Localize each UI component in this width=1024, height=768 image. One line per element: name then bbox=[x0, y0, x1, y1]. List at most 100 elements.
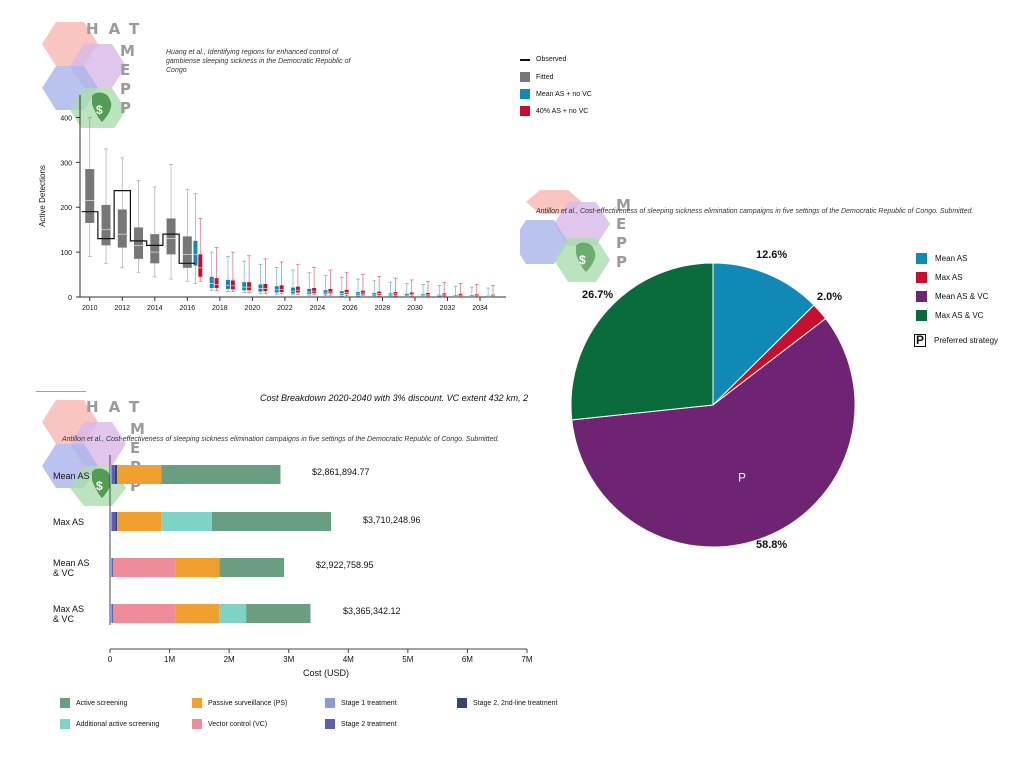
pie-legend-mean-as-vc-label: Mean AS & VC bbox=[935, 292, 989, 301]
bar-xaxis-label: Cost (USD) bbox=[303, 668, 350, 678]
y-tick-label: 0 bbox=[68, 295, 72, 302]
svg-text:$: $ bbox=[579, 253, 586, 267]
as40-no-vc-box bbox=[295, 286, 300, 293]
fitted-box bbox=[134, 227, 144, 259]
bar-legend-label: Stage 2 treatment bbox=[341, 720, 397, 728]
bar-legend-swatch bbox=[457, 698, 467, 708]
pie-label-mean-as-vc: 58.8% bbox=[756, 539, 788, 551]
fitted-box bbox=[182, 236, 192, 268]
x-tick-label: 2026 bbox=[342, 305, 358, 312]
pie-legend-max-as-vc-label: Max AS & VC bbox=[935, 311, 984, 320]
mean-as-no-vc-box bbox=[323, 290, 328, 295]
as40-no-vc-box bbox=[263, 283, 268, 292]
bar-citation: Antillon et al., Cost-effectiveness of s… bbox=[62, 436, 500, 443]
mean-as-no-vc-box bbox=[307, 288, 312, 294]
fitted-box bbox=[150, 234, 160, 264]
as40-no-vc-box bbox=[328, 288, 333, 294]
legend-mean-as-no-vc-label: Mean AS + no VC bbox=[536, 90, 592, 98]
x-tick-label: 2020 bbox=[245, 305, 261, 312]
pie-legend-mean-as-vc: Mean AS & VC bbox=[916, 291, 988, 302]
bar-legend-passive-surveillance: Passive surveillance (PS) bbox=[192, 698, 287, 708]
x-tick-label: 2014 bbox=[147, 305, 163, 312]
x-tick-label: 2010 bbox=[82, 305, 98, 312]
bar-segment-passive-surveillance-ps- bbox=[117, 465, 162, 484]
bar-segment-stage-1-treatment bbox=[110, 512, 112, 531]
svg-text:$: $ bbox=[96, 479, 103, 493]
legend-fitted: Fitted bbox=[520, 72, 554, 82]
mean-as-no-vc-box bbox=[291, 287, 295, 294]
bar-legend-stage1: Stage 1 treatment bbox=[325, 698, 397, 708]
bar-category-max-as: Max AS bbox=[53, 517, 85, 527]
y-tick-label: 100 bbox=[60, 250, 72, 257]
legend-40-as-no-vc-swatch bbox=[520, 106, 530, 116]
bar-top-rule bbox=[36, 391, 86, 392]
pie-label-max-as-vc: 26.7% bbox=[582, 289, 614, 301]
bar-segment-additional-active-screening bbox=[219, 604, 247, 623]
bar-total-max-as-vc: $3,365,342.12 bbox=[343, 606, 401, 616]
hatmepp-logo-graphic: $ bbox=[42, 22, 126, 132]
y-tick-label: 200 bbox=[60, 205, 72, 212]
as40-no-vc-box bbox=[344, 289, 349, 294]
bar-legend-label: Stage 1 treatment bbox=[341, 699, 397, 707]
pie-legend-max-as-swatch bbox=[916, 272, 927, 283]
pie-legend-max-as: Max AS bbox=[916, 272, 963, 283]
fitted-box bbox=[101, 204, 111, 246]
legend-observed-swatch bbox=[520, 58, 530, 61]
bar-segment-stage-1-treatment bbox=[110, 465, 112, 484]
bar-total-mean-as-vc: $2,922,758.95 bbox=[316, 560, 374, 570]
bar-legend-label: Passive surveillance (PS) bbox=[208, 699, 288, 707]
bar-category-mean-as: Mean AS bbox=[53, 471, 90, 481]
x-tick-label: 2018 bbox=[212, 305, 228, 312]
y-tick-label: 300 bbox=[60, 160, 72, 167]
bar-segment-stage-2-treatment bbox=[111, 512, 116, 531]
as40-no-vc-box bbox=[425, 292, 430, 296]
stacked-bar-chart: 0 1M 2M 3M 4M 5M 6M 7M bbox=[108, 455, 533, 664]
bar-segment-stage-2-treatment bbox=[111, 465, 115, 484]
pie-legend-mean-as-label: Mean AS bbox=[935, 254, 968, 263]
hatmepp-logo-top: $ bbox=[36, 18, 146, 132]
legend-mean-as-no-vc: Mean AS + no VC bbox=[520, 89, 592, 99]
bar-segment-stage-2-2nd-line-treatment bbox=[115, 512, 118, 531]
hatmepp-logo-graphic: $ bbox=[42, 400, 126, 506]
as40-no-vc-box bbox=[198, 254, 203, 277]
as40-no-vc-box bbox=[312, 288, 317, 293]
bar-legend-label: Active screening bbox=[76, 699, 128, 707]
mean-as-no-vc-box bbox=[339, 291, 344, 295]
pie-legend-mean-as-swatch bbox=[916, 253, 927, 264]
bar-legend-swatch bbox=[192, 698, 202, 708]
fitted-box bbox=[166, 218, 176, 255]
legend-40-as-no-vc-label: 40% AS + no VC bbox=[536, 107, 589, 115]
fitted-box bbox=[117, 209, 127, 248]
x-tick-label: 2016 bbox=[180, 305, 196, 312]
legend-40-as-no-vc: 40% AS + no VC bbox=[520, 106, 588, 116]
bar-segment-stage-2-treatment bbox=[111, 558, 113, 577]
bar-legend-swatch bbox=[192, 719, 202, 729]
bar-segment-active-screening bbox=[219, 558, 285, 577]
bar-category-max-as-vc: Max AS & VC bbox=[53, 604, 85, 624]
legend-observed-label: Observed bbox=[536, 56, 567, 63]
legend-fitted-label: Fitted bbox=[536, 73, 554, 81]
bar-legend-stage2-2nd: Stage 2, 2nd-line treatment bbox=[457, 698, 557, 708]
bar-segment-vector-control-vc- bbox=[113, 558, 176, 577]
bar-segment-vector-control-vc- bbox=[113, 604, 176, 623]
mean-as-no-vc-box bbox=[225, 279, 230, 289]
as40-no-vc-box bbox=[247, 282, 252, 291]
bar-total-max-as: $3,710,248.96 bbox=[363, 515, 421, 525]
y-axis-label: Active Detections bbox=[38, 165, 47, 227]
bar-segment-stage-2-2nd-line-treatment bbox=[112, 558, 114, 577]
mean-as-no-vc-box bbox=[258, 284, 263, 292]
bar-x-tick-label: 1M bbox=[164, 655, 175, 664]
logo-hat-letters: HAT bbox=[86, 398, 150, 416]
bar-segment-active-screening bbox=[246, 604, 311, 623]
bar-segment-stage-1-treatment bbox=[110, 558, 112, 577]
mean-as-no-vc-box bbox=[242, 282, 247, 291]
bar-legend-swatch bbox=[325, 719, 335, 729]
mean-as-no-vc-box bbox=[209, 276, 214, 289]
as40-no-vc-box bbox=[409, 292, 414, 296]
legend-observed: Observed bbox=[520, 56, 566, 63]
mean-as-no-vc-box bbox=[274, 286, 279, 293]
x-tick-label: 2024 bbox=[310, 305, 326, 312]
pie-label-mean-as: 12.6% bbox=[756, 249, 788, 261]
